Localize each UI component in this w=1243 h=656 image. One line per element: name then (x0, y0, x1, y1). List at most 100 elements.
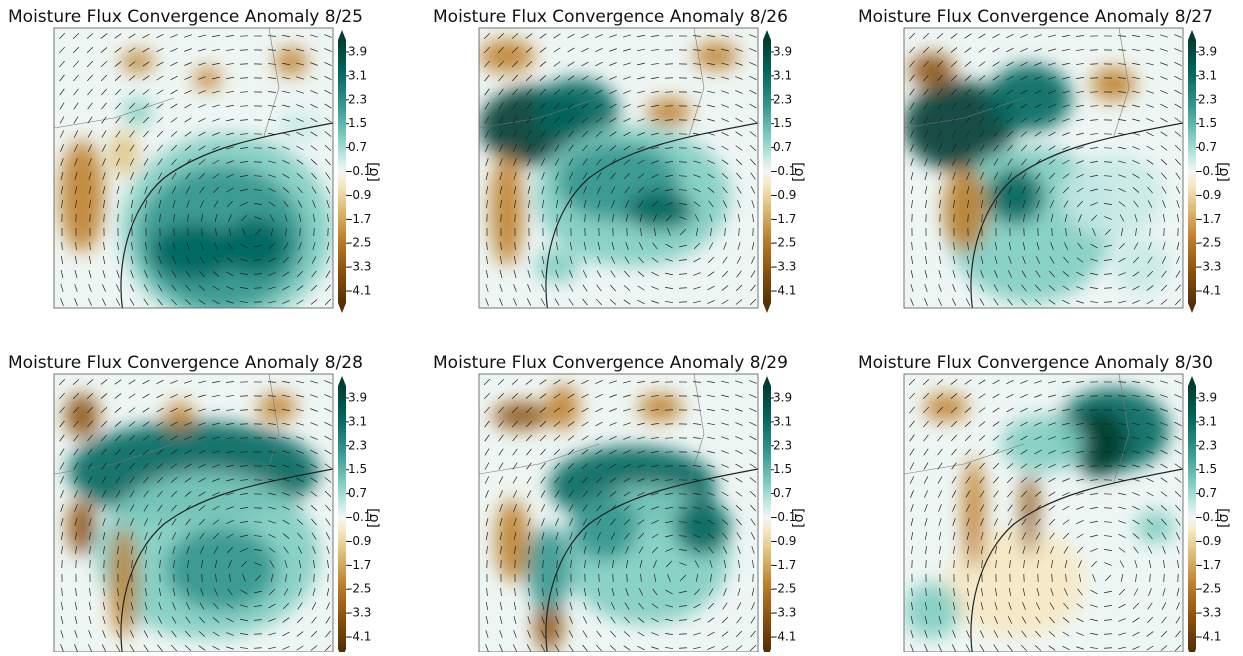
field-blob (110, 527, 138, 638)
field-blob (638, 393, 683, 421)
field-blob (1002, 416, 1086, 472)
colorbar-tick-label: 3.1 (348, 414, 367, 428)
field-blob (646, 98, 691, 126)
field-blob (496, 499, 529, 582)
panel-title: Moisture Flux Convergence Anomaly 8/27 (858, 7, 1213, 27)
colorbar-tick-label: 1.5 (1198, 116, 1217, 130)
colorbar-tick-label: 3.9 (773, 44, 792, 58)
colorbar-tick-label: -3.3 (1198, 260, 1221, 274)
colorbar-bottom (338, 303, 346, 313)
colorbar-tick-label: 3.9 (1198, 44, 1217, 58)
colorbar-label: [σ] (1216, 508, 1232, 528)
colorbar (338, 386, 346, 649)
colorbar-tick-label: -1.7 (1198, 212, 1221, 226)
colorbar-tick-label: -3.3 (773, 606, 796, 620)
field-blob (493, 402, 549, 430)
colorbar-tick-label: 2.3 (348, 92, 367, 106)
colorbar-tick-label: -0.9 (348, 534, 371, 548)
colorbar-tick-label: -3.3 (348, 260, 371, 274)
colorbar-tick-label: -2.5 (348, 236, 371, 250)
field-blob (904, 583, 960, 639)
map (54, 374, 333, 652)
colorbar-tick-label: 0.7 (1198, 486, 1217, 500)
colorbar-bottom (1188, 303, 1196, 313)
field-blob (121, 50, 154, 72)
colorbar-bottom (763, 303, 771, 313)
colorbar-tick-label: -2.5 (1198, 236, 1221, 250)
field-blob (65, 393, 98, 437)
colorbar-tick-label: -0.9 (773, 534, 796, 548)
colorbar-tick-label: 3.1 (773, 68, 792, 82)
panel: Moisture Flux Convergence Anomaly 8/26 3.… (433, 7, 807, 318)
panel-title: Moisture Flux Convergence Anomaly 8/26 (433, 7, 788, 27)
colorbar-tick-label: 0.7 (348, 140, 367, 154)
colorbar (763, 386, 771, 649)
field-blob (258, 393, 297, 421)
colorbar-tick-label: 0.7 (773, 140, 792, 154)
colorbar-tick-label: 2.3 (1198, 92, 1217, 106)
colorbar-tick-label: 2.3 (1198, 438, 1217, 452)
colorbar-tick-label: 3.1 (1198, 68, 1217, 82)
field-blob (490, 154, 523, 266)
panel-title: Moisture Flux Convergence Anomaly 8/28 (8, 353, 363, 373)
colorbar-tick-label: 2.3 (773, 438, 792, 452)
panel-title: Moisture Flux Convergence Anomaly 8/29 (433, 353, 788, 373)
colorbar-label: [σ] (366, 162, 382, 182)
field-blob (110, 132, 138, 177)
colorbar (338, 40, 346, 303)
colorbar-tick-label: -0.9 (1198, 534, 1221, 548)
panel: Moisture Flux Convergence Anomaly 8/28 3.… (8, 353, 382, 652)
colorbar-tick-label: -4.1 (1198, 284, 1221, 298)
colorbar-tick-label: -0.9 (1198, 188, 1221, 202)
panel: Moisture Flux Convergence Anomaly 8/27 3.… (858, 7, 1232, 318)
map (54, 28, 333, 325)
field-blob (910, 53, 955, 87)
field-blob (526, 527, 571, 610)
panel: Moisture Flux Convergence Anomaly 8/303.… (858, 353, 1232, 652)
colorbar-tick-label: 3.9 (1198, 390, 1217, 404)
colorbar-tick-label: -3.3 (348, 606, 371, 620)
colorbar-tick-label: 3.9 (773, 390, 792, 404)
field-blob (274, 48, 307, 76)
colorbar-tick-label: -4.1 (773, 630, 796, 644)
panel: Moisture Flux Convergence Anomaly 8/29 3.… (433, 353, 807, 652)
field-blob (60, 140, 105, 252)
colorbar-tick-label: -4.1 (348, 284, 371, 298)
colorbar (1188, 40, 1196, 303)
colorbar-tick-label: -0.9 (773, 188, 796, 202)
colorbar-top (1188, 376, 1196, 386)
colorbar-tick-label: 1.5 (348, 462, 367, 476)
field-blob (943, 168, 988, 252)
field-blob (166, 527, 278, 610)
colorbar-tick-label: 1.5 (773, 462, 792, 476)
colorbar-tick-label: 2.3 (348, 438, 367, 452)
colorbar-tick-label: -4.1 (773, 284, 796, 298)
colorbar-label: [σ] (791, 508, 807, 528)
colorbar-tick-label: -2.5 (1198, 582, 1221, 596)
colorbar-tick-label: -1.7 (773, 558, 796, 572)
field-blob (924, 393, 969, 421)
colorbar-top (338, 376, 346, 386)
colorbar-top (763, 376, 771, 386)
colorbar (763, 40, 771, 303)
field-blob (546, 385, 579, 429)
colorbar-tick-label: -4.1 (348, 630, 371, 644)
colorbar-tick-label: 3.9 (348, 390, 367, 404)
map (904, 28, 1183, 318)
colorbar-label: [σ] (1216, 162, 1232, 182)
field-blob (479, 39, 535, 73)
colorbar-tick-label: 0.7 (773, 486, 792, 500)
field-blob (571, 494, 638, 561)
colorbar-tick-label: -1.7 (348, 212, 371, 226)
map (479, 28, 758, 318)
field-blob (627, 190, 694, 229)
figure: Moisture Flux Convergence Anomaly 8/253.… (0, 0, 1243, 652)
map (479, 374, 758, 652)
colorbar-tick-label: -0.9 (348, 188, 371, 202)
colorbar-tick-label: -2.5 (773, 236, 796, 250)
colorbar-tick-label: 3.1 (773, 414, 792, 428)
field-blob (1091, 67, 1136, 101)
colorbar-tick-label: -3.3 (773, 260, 796, 274)
field-blob (1063, 154, 1163, 238)
colorbar-top (1188, 30, 1196, 40)
